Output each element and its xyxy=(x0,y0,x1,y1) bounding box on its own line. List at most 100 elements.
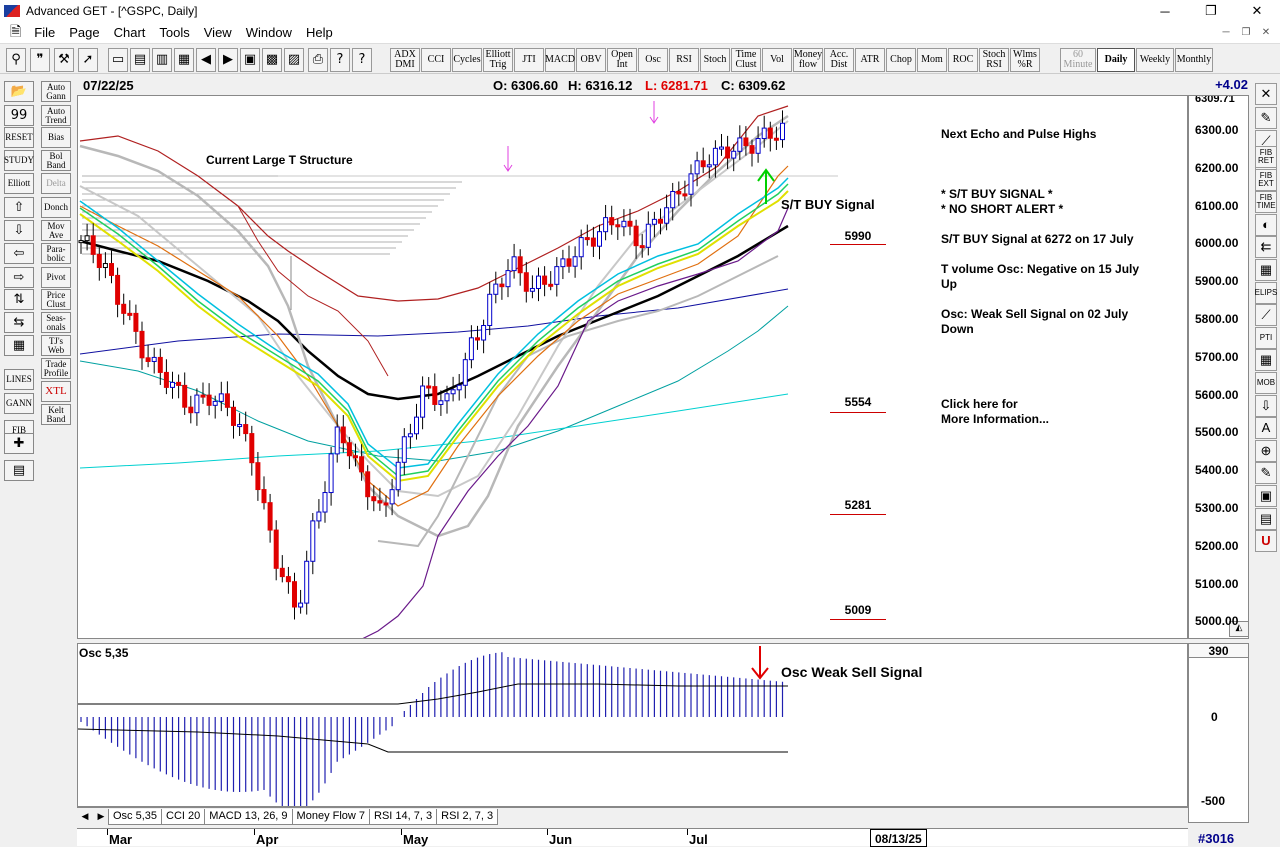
right-arrow-icon[interactable]: ⇨ xyxy=(4,267,34,288)
study-button-chop[interactable]: Chop xyxy=(886,48,916,72)
down-arrow-icon[interactable]: ⇩ xyxy=(4,220,34,241)
reset-button[interactable]: RESET xyxy=(4,127,34,148)
mdi-close-button[interactable]: ✕ xyxy=(1261,26,1271,38)
menu-file[interactable]: File xyxy=(34,25,56,40)
price-scale-icon[interactable]: ◭ xyxy=(1229,621,1248,637)
tool-tjs-web[interactable]: TJ's Web xyxy=(41,335,71,356)
forward-icon[interactable]: ▶ xyxy=(218,48,238,72)
text-tool-icon[interactable]: A xyxy=(1255,417,1277,440)
horizontal-arrows-icon[interactable]: ⇆ xyxy=(4,312,34,333)
menu-view[interactable]: View xyxy=(203,25,232,40)
study-button-cci[interactable]: CCI xyxy=(421,48,451,72)
context-help-icon[interactable]: ? xyxy=(352,48,372,72)
minimize-button[interactable]: ─ xyxy=(1160,3,1170,19)
crosshair-icon[interactable]: ✚ xyxy=(4,433,34,454)
study-button-cycles[interactable]: Cycles xyxy=(452,48,482,72)
lines-button[interactable]: LINES xyxy=(4,369,34,390)
open-folder-icon[interactable]: 📂 xyxy=(4,81,34,102)
fib-time-button[interactable]: FIB TIME xyxy=(1255,191,1277,214)
study-button-money[interactable]: Money flow xyxy=(793,48,823,72)
tab-osc[interactable]: Osc 5,35 xyxy=(108,808,163,825)
timeframe-monthly[interactable]: Monthly xyxy=(1175,48,1213,72)
menu-window[interactable]: Window xyxy=(245,25,292,40)
gann-button[interactable]: GANN xyxy=(4,393,34,414)
menu-help[interactable]: Help xyxy=(305,25,333,40)
tool-seas--onals[interactable]: Seas- onals xyxy=(41,312,71,333)
open-icon[interactable]: ▥ xyxy=(152,48,172,72)
study-button-vol[interactable]: Vol xyxy=(762,48,792,72)
study-button-stoch[interactable]: Stoch xyxy=(700,48,730,72)
tab-cci[interactable]: CCI 20 xyxy=(161,808,206,825)
fib-retracement-button[interactable]: FIB RET xyxy=(1255,146,1277,168)
help-icon[interactable]: ? xyxy=(330,48,350,72)
tool-trade-profile[interactable]: Trade Profile xyxy=(41,358,71,379)
tools-icon[interactable]: ⚒ xyxy=(54,48,74,72)
tool-pivot[interactable]: Pivot xyxy=(41,267,71,288)
tab-money-flow[interactable]: Money Flow 7 xyxy=(291,808,371,825)
tab-rsi-14[interactable]: RSI 14, 7, 3 xyxy=(369,808,438,825)
scale-icon[interactable]: ▨ xyxy=(284,48,304,72)
timeframe-daily[interactable]: Daily xyxy=(1097,48,1135,72)
study-button-stoch[interactable]: Stoch RSI xyxy=(979,48,1009,72)
quote-icon[interactable]: 99 xyxy=(4,105,34,126)
mob-button[interactable]: MOB xyxy=(1255,372,1277,394)
layout-icon[interactable]: ▩ xyxy=(262,48,282,72)
tool-para--bolic[interactable]: Para- bolic xyxy=(41,243,71,264)
save-icon[interactable]: ▦ xyxy=(174,48,194,72)
timeframe-weekly[interactable]: Weekly xyxy=(1136,48,1174,72)
mdi-minimize-button[interactable]: ─ xyxy=(1222,26,1230,38)
grid-icon[interactable]: ▦ xyxy=(4,335,34,356)
tool-bol-band[interactable]: Bol Band xyxy=(41,150,71,171)
tool-delta[interactable]: Delta xyxy=(41,173,71,194)
maximize-button[interactable]: ❐ xyxy=(1205,3,1217,18)
fib-extension-button[interactable]: FIB EXT xyxy=(1255,168,1277,191)
table-icon[interactable]: ▦ xyxy=(1255,349,1277,372)
print-icon[interactable]: ⎙ xyxy=(308,48,328,72)
study-button-roc[interactable]: ROC xyxy=(948,48,978,72)
ellipse-button[interactable]: ELIPS xyxy=(1255,281,1277,304)
tool-auto-gann[interactable]: Auto Gann xyxy=(41,81,71,102)
menu-tools[interactable]: Tools xyxy=(159,25,190,40)
zoom-icon[interactable]: ▣ xyxy=(240,48,260,72)
tab-scroll-left-icon[interactable]: ◀ xyxy=(81,811,89,821)
study-button[interactable]: STUDY xyxy=(4,150,34,171)
study-button-mom[interactable]: Mom xyxy=(917,48,947,72)
menu-page[interactable]: Page xyxy=(69,25,100,40)
channel-icon[interactable]: ⟋ xyxy=(1255,304,1277,327)
page-copy-icon[interactable]: ▤ xyxy=(130,48,150,72)
zoom-icon[interactable]: ⊕ xyxy=(1255,439,1277,462)
printer-icon[interactable]: ▤ xyxy=(4,460,34,481)
tool-bias[interactable]: Bias xyxy=(41,127,71,148)
tool-auto-trend[interactable]: Auto Trend xyxy=(41,105,71,126)
pencil-icon[interactable]: ✎ xyxy=(1255,107,1277,129)
close-cross-icon[interactable]: ✕ xyxy=(1255,83,1277,105)
fib-circle-icon[interactable]: ◐ xyxy=(1255,213,1277,236)
tab-rsi-2[interactable]: RSI 2, 7, 3 xyxy=(436,808,499,825)
study-button-macd[interactable]: MACD xyxy=(545,48,575,72)
tool-price-clust[interactable]: Price Clust xyxy=(41,289,71,310)
magnet-icon[interactable]: U xyxy=(1255,530,1277,553)
timeframe-60-minute[interactable]: 60 Minute xyxy=(1060,48,1096,72)
tool-mov-ave[interactable]: Mov Ave xyxy=(41,220,71,241)
study-button-open[interactable]: Open Int xyxy=(607,48,637,72)
mdi-restore-button[interactable]: ❐ xyxy=(1241,26,1251,38)
left-arrow-icon[interactable]: ⇦ xyxy=(4,243,34,264)
study-button-adx[interactable]: ADX DMI xyxy=(390,48,420,72)
study-button-obv[interactable]: OBV xyxy=(576,48,606,72)
oscillator-panel[interactable]: Osc 5,35 Osc Weak Sell Signal xyxy=(77,643,1188,807)
study-button-elliott[interactable]: Elliott Trig xyxy=(483,48,513,72)
box-icon[interactable]: ▣ xyxy=(1255,485,1277,507)
pointer-icon[interactable]: ➚ xyxy=(78,48,98,72)
tool-kelt-band[interactable]: Kelt Band xyxy=(41,404,71,425)
menu-chart[interactable]: Chart xyxy=(113,25,146,40)
tool-donch[interactable]: Donch xyxy=(41,197,71,218)
study-button-rsi[interactable]: RSI xyxy=(669,48,699,72)
study-button-time[interactable]: Time Clust xyxy=(731,48,761,72)
pti-button[interactable]: PTI xyxy=(1255,326,1277,349)
elliott-button[interactable]: Elliott xyxy=(4,173,34,194)
study-button-acc[interactable]: Acc. Dist xyxy=(824,48,854,72)
pin-icon[interactable]: ⚲ xyxy=(6,48,26,72)
document-icon[interactable]: 🗎 xyxy=(10,22,22,39)
quote-icon[interactable]: ❞ xyxy=(30,48,50,72)
tool-xtl[interactable]: XTL xyxy=(41,381,71,402)
